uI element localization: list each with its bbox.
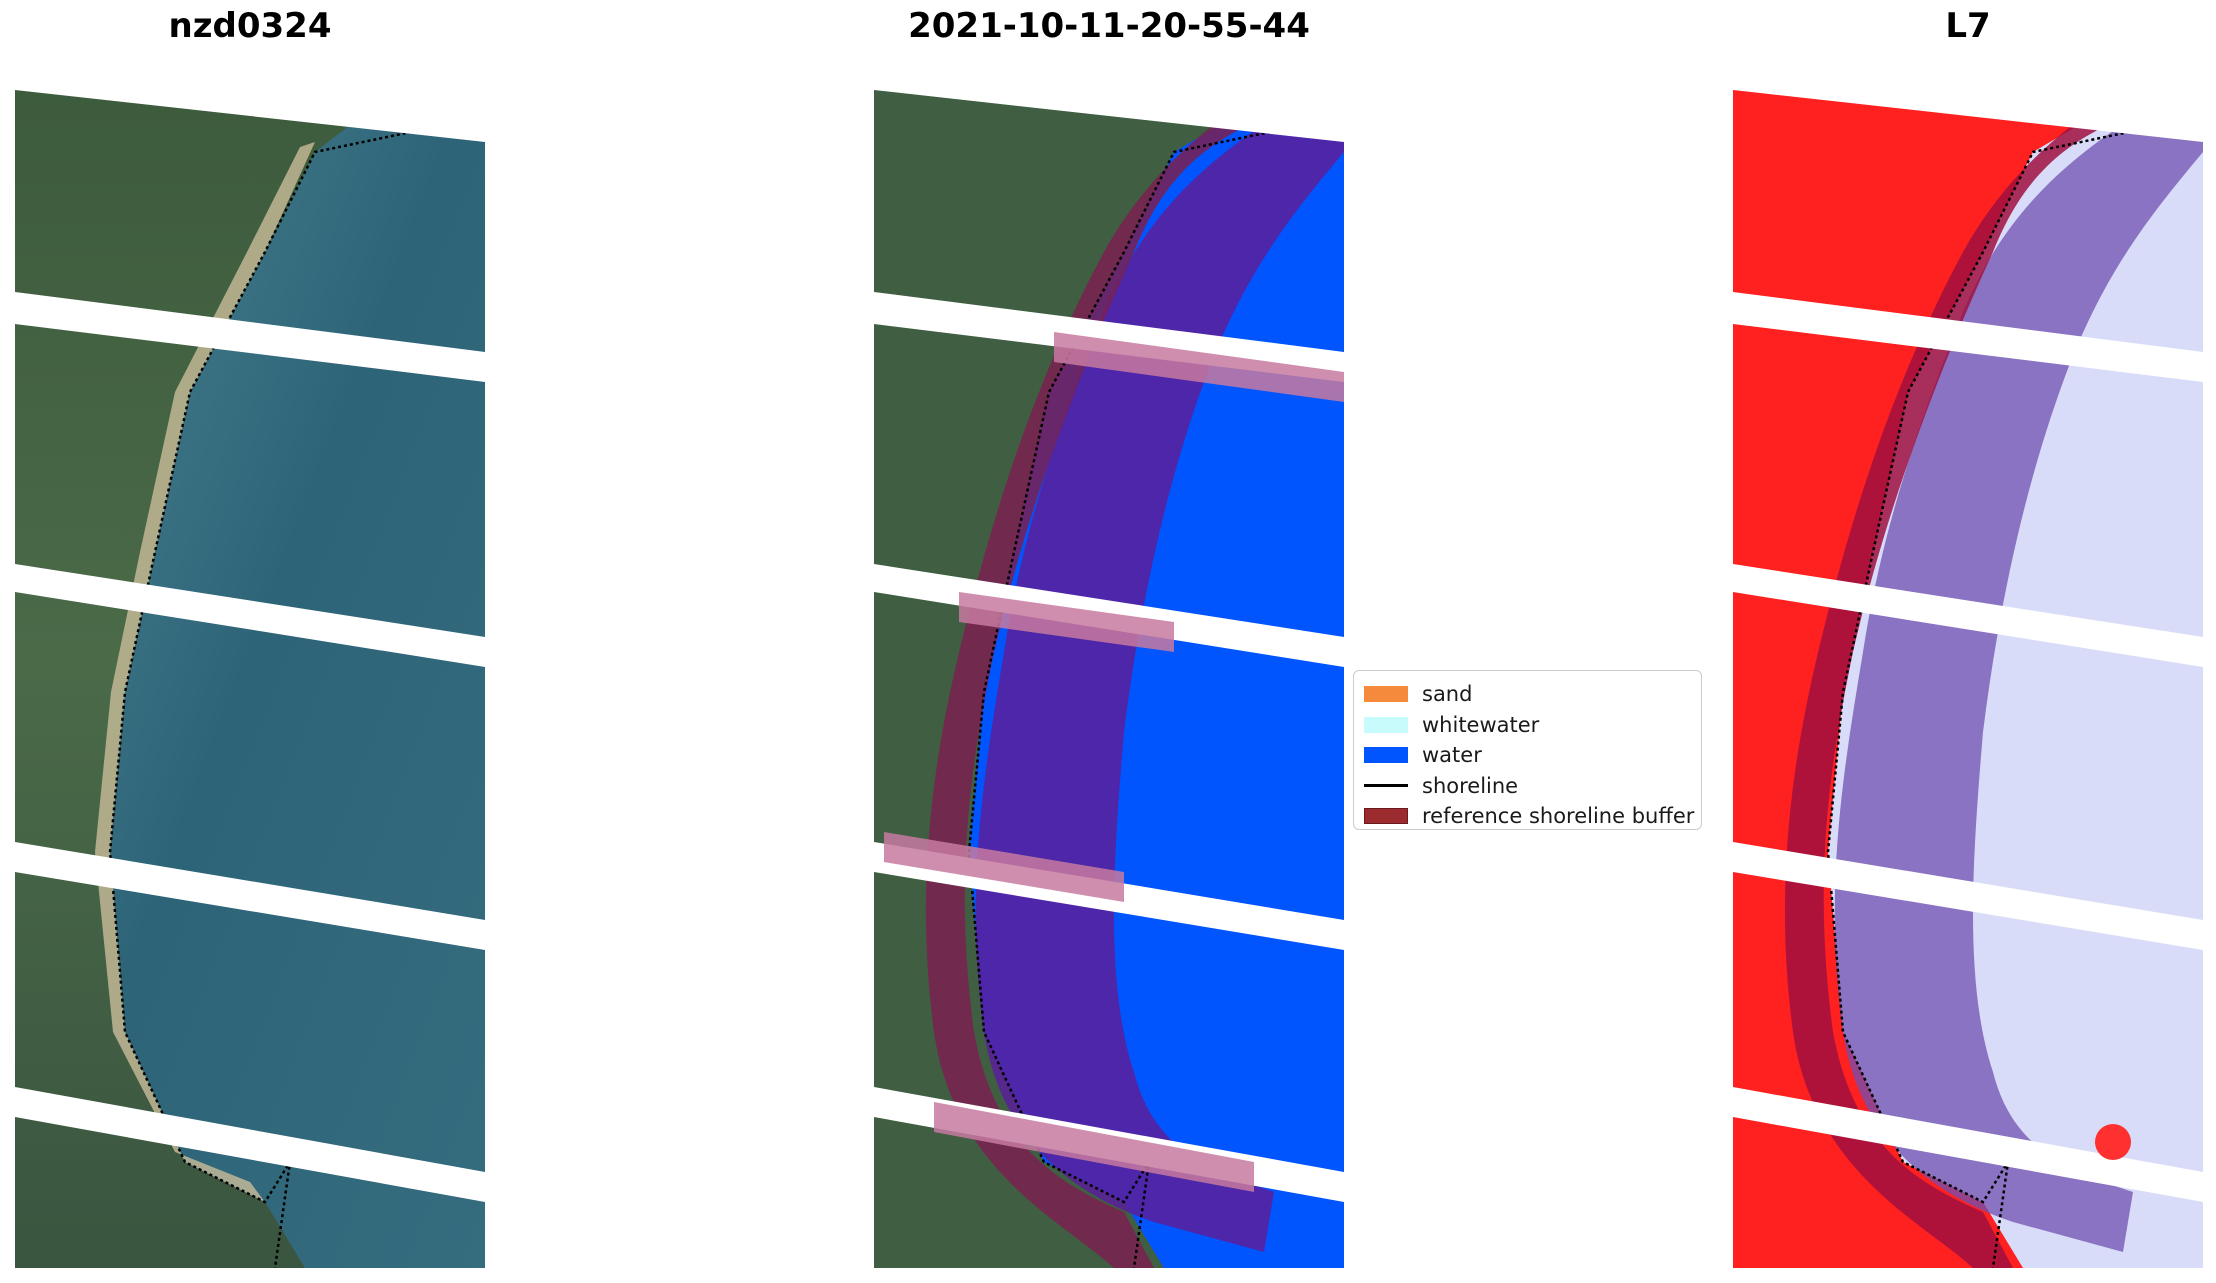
rgb-image-panel bbox=[15, 52, 485, 1268]
legend-item-water: water bbox=[1364, 740, 1691, 771]
index-image bbox=[1733, 52, 2203, 1268]
scanline-gaps bbox=[1733, 52, 2203, 1202]
shoreline bbox=[1826, 125, 2154, 1268]
legend-item-reference-buffer: reference shoreline buffer bbox=[1364, 801, 1694, 832]
panel-title-index: L7 bbox=[1945, 6, 1991, 46]
shoreline bbox=[967, 125, 1295, 1268]
water-swatch bbox=[1364, 747, 1408, 764]
whitewater-swatch bbox=[1364, 716, 1408, 733]
buffer-swatch bbox=[1364, 808, 1408, 825]
shoreline bbox=[108, 125, 436, 1268]
panel-title-classified: 2021-10-11-20-55-44 bbox=[908, 6, 1310, 46]
shoreline-swatch bbox=[1364, 784, 1408, 788]
scanline-gaps bbox=[15, 52, 485, 1202]
reference-shoreline-buffer bbox=[1834, 92, 2203, 1252]
reference-shoreline-buffer bbox=[975, 92, 1344, 1252]
legend-item-sand: sand bbox=[1364, 679, 1691, 710]
sand-swatch bbox=[1364, 686, 1408, 703]
buffer-gap-overlap bbox=[884, 332, 1344, 1192]
beach-sand bbox=[95, 142, 315, 1202]
panel-title-rgb: nzd0324 bbox=[168, 6, 332, 46]
legend: sand whitewater water shoreline referenc… bbox=[1353, 670, 1702, 830]
land-area bbox=[15, 52, 445, 1268]
classified-image bbox=[874, 52, 1344, 1268]
classified-image-panel bbox=[874, 52, 1344, 1268]
land-area bbox=[1733, 52, 2203, 1268]
land-area bbox=[874, 52, 1344, 1268]
red-spot bbox=[2095, 1124, 2131, 1160]
legend-item-shoreline: shoreline bbox=[1364, 771, 1691, 802]
legend-item-whitewater: whitewater bbox=[1364, 710, 1691, 741]
rgb-satellite-image bbox=[15, 52, 485, 1268]
index-image-panel bbox=[1733, 52, 2203, 1268]
